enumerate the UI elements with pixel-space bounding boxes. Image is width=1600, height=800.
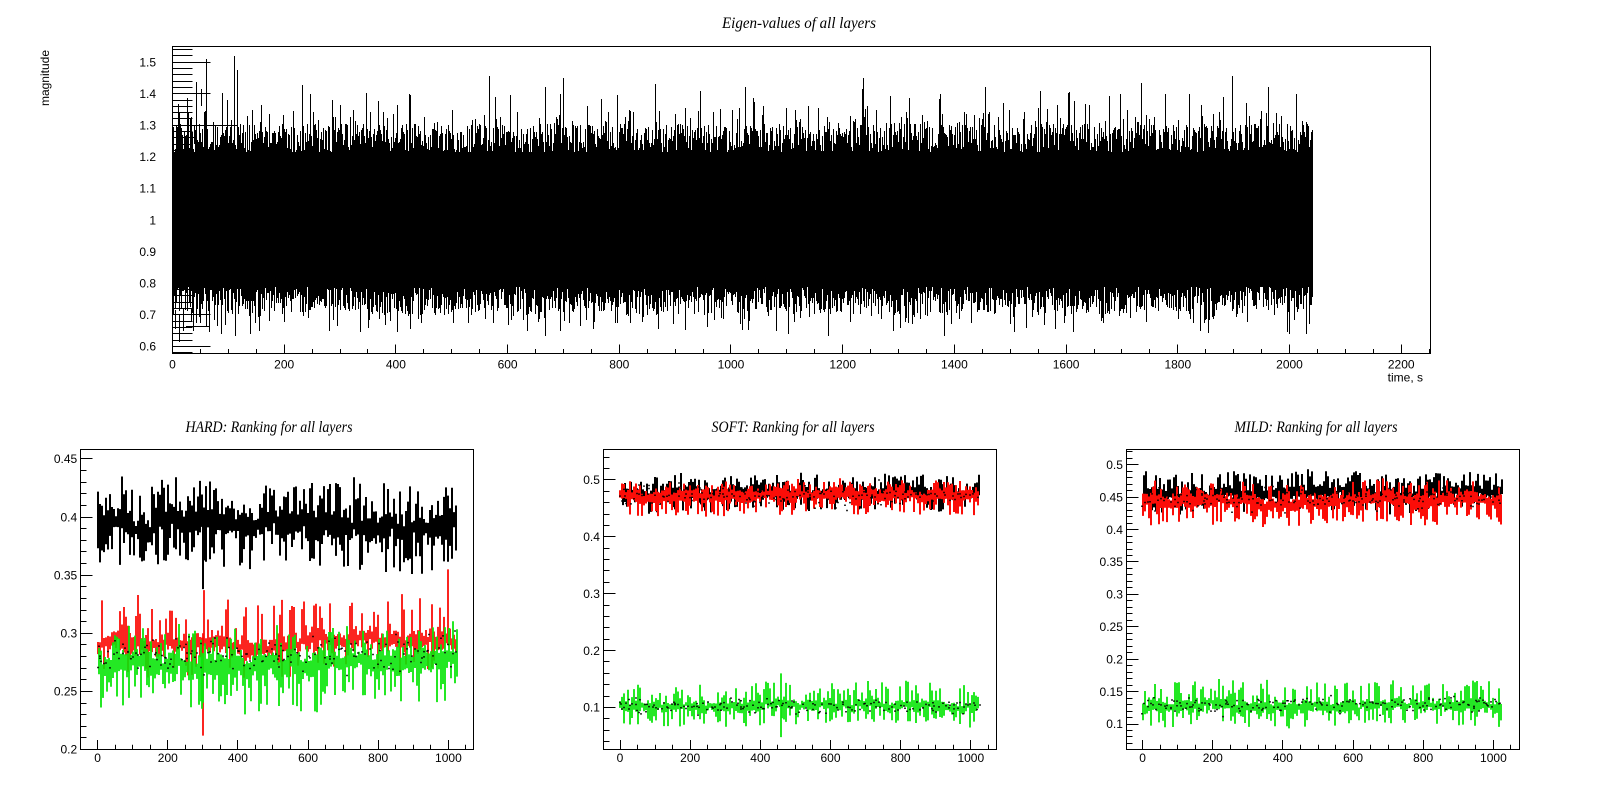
svg-text:0.9: 0.9 (139, 245, 156, 259)
svg-text:1200: 1200 (829, 358, 856, 372)
svg-text:2000: 2000 (1276, 358, 1303, 372)
svg-text:HARD: Ranking for all layers: HARD: Ranking for all layers (185, 419, 353, 436)
svg-text:200: 200 (680, 751, 700, 765)
svg-text:0.45: 0.45 (1100, 490, 1124, 504)
svg-text:600: 600 (1343, 751, 1363, 765)
svg-text:0: 0 (169, 358, 176, 372)
svg-text:1000: 1000 (435, 751, 462, 765)
svg-text:1000: 1000 (957, 751, 984, 765)
svg-text:0.3: 0.3 (583, 587, 600, 601)
svg-text:200: 200 (274, 358, 294, 372)
svg-text:600: 600 (498, 358, 518, 372)
svg-text:0.4: 0.4 (583, 530, 600, 544)
svg-text:1800: 1800 (1164, 358, 1191, 372)
svg-text:0.35: 0.35 (1100, 555, 1124, 569)
svg-text:400: 400 (1273, 751, 1293, 765)
svg-text:1400: 1400 (941, 358, 968, 372)
svg-text:0.4: 0.4 (61, 510, 78, 524)
svg-text:800: 800 (609, 358, 629, 372)
svg-text:1.3: 1.3 (139, 119, 156, 133)
svg-text:0.1: 0.1 (583, 701, 600, 715)
svg-text:0.3: 0.3 (1106, 588, 1123, 602)
svg-text:0.2: 0.2 (583, 644, 600, 658)
svg-text:400: 400 (386, 358, 406, 372)
svg-text:0.25: 0.25 (54, 685, 78, 699)
svg-text:0.5: 0.5 (1106, 458, 1123, 472)
svg-text:0.3: 0.3 (61, 627, 78, 641)
svg-text:1000: 1000 (1480, 751, 1507, 765)
svg-text:800: 800 (368, 751, 388, 765)
svg-text:Eigen-values of all layers: Eigen-values of all layers (721, 15, 876, 32)
svg-text:0.7: 0.7 (139, 308, 156, 322)
svg-text:0.5: 0.5 (583, 473, 600, 487)
svg-text:0.15: 0.15 (1100, 685, 1124, 699)
svg-text:1.1: 1.1 (139, 182, 156, 196)
svg-text:time, s: time, s (1388, 371, 1423, 385)
svg-text:0.25: 0.25 (1100, 620, 1124, 634)
svg-text:600: 600 (298, 751, 318, 765)
svg-text:400: 400 (228, 751, 248, 765)
svg-text:0.45: 0.45 (54, 452, 78, 466)
svg-text:2200: 2200 (1388, 358, 1415, 372)
svg-text:0: 0 (94, 751, 101, 765)
svg-text:magnitude: magnitude (38, 50, 52, 106)
svg-text:200: 200 (158, 751, 178, 765)
svg-text:1.2: 1.2 (139, 150, 156, 164)
svg-text:800: 800 (1413, 751, 1433, 765)
svg-text:0: 0 (617, 751, 624, 765)
svg-text:0.2: 0.2 (1106, 652, 1123, 666)
svg-text:1: 1 (149, 213, 156, 227)
svg-text:600: 600 (820, 751, 840, 765)
svg-text:0.6: 0.6 (139, 340, 156, 354)
svg-text:200: 200 (1203, 751, 1223, 765)
svg-text:SOFT: Ranking for all layers: SOFT: Ranking for all layers (712, 419, 875, 436)
svg-text:800: 800 (891, 751, 911, 765)
svg-text:0.35: 0.35 (54, 568, 78, 582)
svg-text:0.2: 0.2 (61, 743, 78, 757)
svg-text:400: 400 (750, 751, 770, 765)
svg-text:0.4: 0.4 (1106, 523, 1123, 537)
svg-text:1600: 1600 (1053, 358, 1080, 372)
svg-text:1.4: 1.4 (139, 87, 156, 101)
svg-text:0.8: 0.8 (139, 277, 156, 291)
svg-text:0: 0 (1139, 751, 1146, 765)
svg-text:MILD: Ranking for all layers: MILD: Ranking for all layers (1234, 419, 1398, 436)
svg-text:1.5: 1.5 (139, 55, 156, 69)
svg-text:0.1: 0.1 (1106, 717, 1123, 731)
svg-text:1000: 1000 (718, 358, 745, 372)
